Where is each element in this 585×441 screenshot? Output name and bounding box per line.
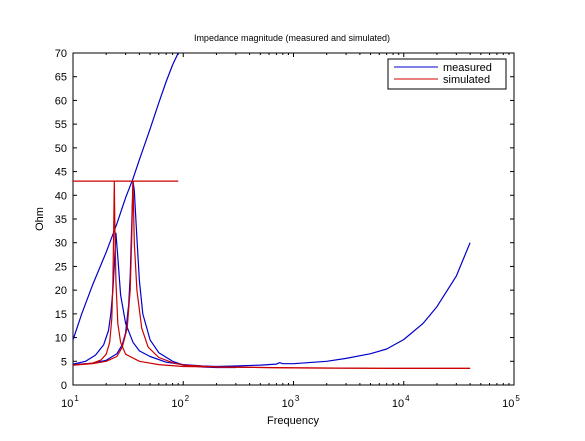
- x-tick-label: 104: [392, 394, 410, 410]
- y-tick-label: 5: [61, 356, 67, 368]
- y-tick-label: 25: [55, 261, 67, 273]
- y-tick-label: 40: [55, 190, 67, 202]
- chart-title: Impedance magnitude (measured and simula…: [194, 33, 390, 43]
- y-tick-label: 0: [61, 380, 67, 392]
- legend-box: [387, 58, 507, 90]
- plot-lines: [73, 53, 471, 369]
- y-axis-ticks: 0 5 10 15 20 25 30 35 40 45 50 55 60 65 70: [55, 48, 514, 392]
- x-tick-label: 105: [502, 394, 520, 410]
- y-tick-label: 30: [55, 238, 67, 250]
- y-tick-label: 10: [55, 333, 67, 345]
- plot-frame: [72, 52, 515, 386]
- series-measured-line-1: [73, 232, 471, 368]
- x-axis-ticks: 101 102 103 104 105: [61, 53, 520, 410]
- legend: measured simulated: [387, 58, 507, 90]
- x-tick-label: 101: [61, 394, 79, 410]
- y-axis-label: Ohm: [34, 207, 46, 231]
- series-measured-line-0: [73, 53, 179, 341]
- x-tick-label: 103: [282, 394, 300, 410]
- y-tick-label: 35: [55, 214, 67, 226]
- x-tick-label: 102: [171, 394, 189, 410]
- y-tick-label: 60: [55, 95, 67, 107]
- series-simulated-line-2: [73, 180, 471, 369]
- y-tick-label: 50: [55, 143, 67, 155]
- y-tick-label: 20: [55, 285, 67, 297]
- series-simulated-line-1: [73, 180, 471, 369]
- x-axis-label: Frequency: [267, 415, 319, 427]
- y-tick-label: 55: [55, 119, 67, 131]
- legend-label-simulated: simulated: [443, 74, 490, 86]
- y-tick-label: 70: [55, 48, 67, 60]
- y-tick-label: 15: [55, 309, 67, 321]
- y-tick-label: 65: [55, 72, 67, 84]
- legend-label-measured: measured: [443, 62, 492, 74]
- y-tick-label: 45: [55, 167, 67, 179]
